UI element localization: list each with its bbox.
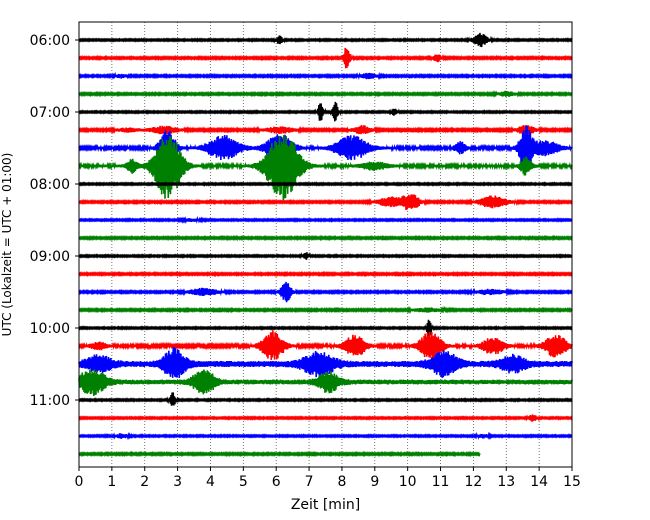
x-axis-label: Zeit [min] — [291, 497, 360, 513]
x-tick-label: 7 — [305, 474, 314, 490]
x-tick-label: 12 — [464, 474, 482, 490]
x-tick-label: 3 — [173, 474, 182, 490]
x-tick-label: 2 — [140, 474, 149, 490]
trace-0700 — [78, 101, 573, 122]
x-tick-label: 10 — [399, 474, 417, 490]
grid — [111, 22, 540, 467]
x-tick-label: 14 — [530, 474, 548, 490]
x-tick-label: 4 — [206, 474, 215, 490]
trace-1000 — [78, 319, 573, 339]
y-axis-label: UTC (Lokalzeit = UTC + 01:00) — [0, 153, 14, 337]
x-axis-ticks: 0 1 2 3 4 5 6 7 8 9 10 11 12 13 14 15 — [75, 467, 581, 490]
trace-0815 — [78, 194, 573, 211]
x-tick-label: 13 — [497, 474, 515, 490]
trace-0800 — [78, 181, 573, 187]
x-tick-label: 9 — [370, 474, 379, 490]
trace-1115 — [78, 414, 573, 422]
x-tick-label: 8 — [337, 474, 346, 490]
trace-0730 — [78, 125, 573, 167]
trace-0715 — [78, 124, 573, 136]
trace-0630 — [78, 71, 573, 81]
y-tick-label: 07:00 — [30, 105, 70, 121]
y-tick-label: 10:00 — [30, 321, 70, 337]
trace-1015 — [78, 330, 573, 361]
x-tick-label: 1 — [107, 474, 116, 490]
trace-0945 — [78, 305, 573, 314]
trace-0600 — [78, 32, 573, 48]
trace-0900 — [78, 251, 573, 260]
x-tick-label: 0 — [75, 474, 84, 490]
plot-frame — [78, 21, 573, 468]
trace-0930 — [78, 281, 573, 303]
trace-0615 — [78, 47, 573, 69]
y-tick-label: 06:00 — [30, 33, 70, 49]
trace-0830 — [78, 215, 573, 225]
trace-1030 — [78, 347, 573, 378]
trace-0645 — [78, 90, 573, 98]
y-tick-label: 09:00 — [30, 249, 70, 265]
x-tick-label: 6 — [272, 474, 281, 490]
trace-1145 — [78, 450, 481, 458]
trace-1100 — [78, 392, 573, 406]
trace-0915 — [78, 270, 573, 278]
y-axis-ticks: 06:00 07:00 08:00 09:00 10:00 11:00 — [30, 33, 79, 409]
trace-0745 — [78, 135, 573, 201]
trace-1045 — [78, 369, 573, 396]
seismic-traces — [78, 32, 573, 458]
y-tick-label: 11:00 — [30, 393, 70, 409]
x-tick-label: 5 — [239, 474, 248, 490]
x-tick-label: 15 — [563, 474, 581, 490]
x-tick-label: 11 — [432, 474, 450, 490]
trace-0845 — [78, 234, 573, 242]
y-tick-label: 08:00 — [30, 177, 70, 193]
trace-1130 — [78, 431, 573, 441]
